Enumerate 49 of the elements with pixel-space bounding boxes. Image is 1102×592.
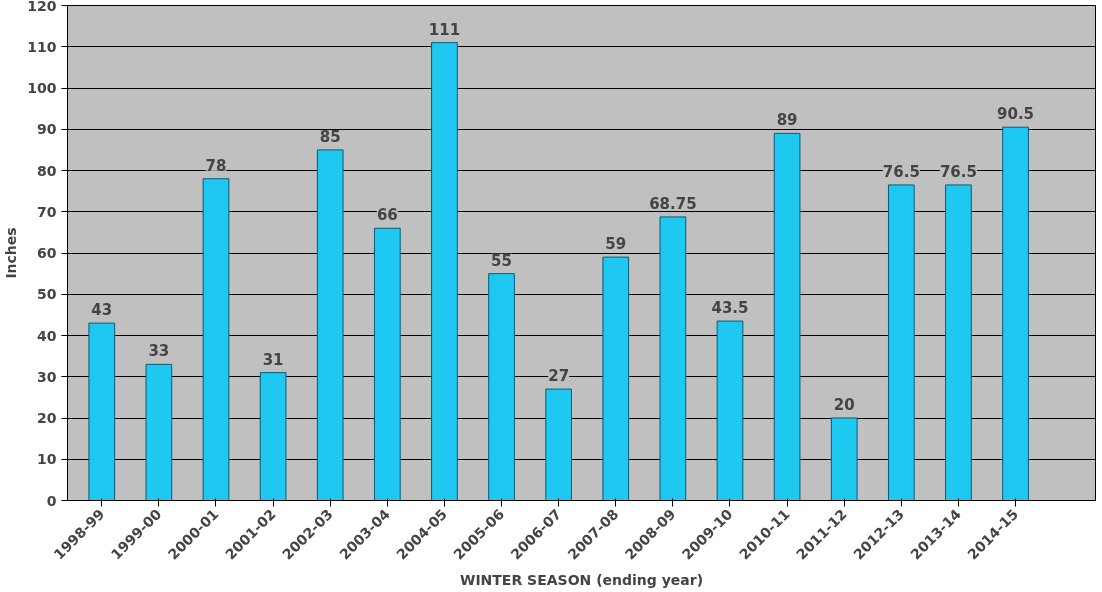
data-label: 76.5 [882,162,920,181]
bar [545,388,573,501]
y-axis-title: Inches [3,227,20,279]
bar [259,372,287,501]
data-label: 20 [833,396,855,414]
bar [431,42,458,501]
bar [887,184,915,501]
data-label: 43.5 [711,299,749,318]
y-tick-label: 10 [37,451,57,468]
y-tick-label: 50 [37,286,57,303]
bar [316,149,344,501]
y-tick-label: 100 [27,80,57,96]
data-label: 90.5 [997,105,1035,124]
bar [602,256,630,501]
data-label: 89 [776,111,798,130]
x-axis-title: WINTER SEASON (ending year) [459,571,704,588]
bar [830,417,858,501]
data-label: 76.5 [939,162,977,181]
data-label: 43 [91,301,113,320]
data-label: 66 [376,206,398,225]
bar [773,132,801,501]
data-label: 59 [605,235,627,254]
y-tick-label: 60 [37,245,57,261]
data-label: 27 [548,367,570,386]
bar [488,273,515,501]
y-tick-label: 80 [37,162,57,179]
y-tick-label: 20 [37,410,57,426]
data-label: 78 [205,156,227,175]
bar [373,227,401,501]
y-tick-label: 110 [27,38,57,55]
y-tick-label: 0 [46,492,57,509]
y-tick-label: 30 [37,368,57,385]
y-tick-label: 120 [27,0,57,14]
y-tick-label: 70 [37,203,57,220]
data-label: 85 [319,127,341,146]
y-tick-label: 40 [37,327,57,344]
data-label: 68.75 [649,194,697,213]
data-label: 55 [491,251,512,270]
bar [202,178,230,501]
data-label: 31 [262,350,284,369]
bar [659,216,687,501]
bar [1002,126,1029,501]
data-label: 33 [148,342,170,361]
bar [88,322,116,501]
bar [945,184,972,501]
y-tick-label: 90 [37,121,57,138]
bar [145,363,173,501]
bar [716,320,744,501]
data-label: 111 [428,20,461,39]
